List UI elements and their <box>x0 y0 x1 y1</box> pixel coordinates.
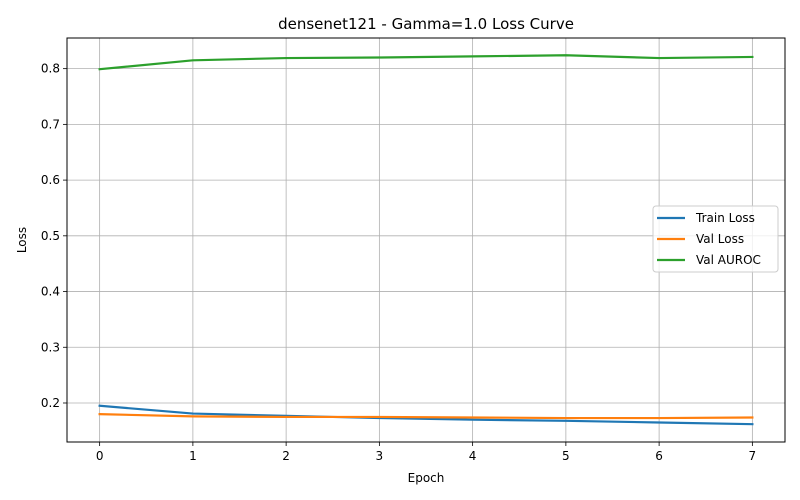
grid <box>67 38 785 442</box>
legend-label-train-loss: Train Loss <box>695 211 755 225</box>
y-tick-label: 0.7 <box>41 117 60 131</box>
x-tick-label: 1 <box>189 449 197 463</box>
y-tick-label: 0.2 <box>41 396 60 410</box>
y-tick-label: 0.6 <box>41 173 60 187</box>
legend-label-val-loss: Val Loss <box>696 232 744 246</box>
plot-frame <box>66 37 786 443</box>
y-axis-label: Loss <box>15 227 29 253</box>
series-line-train-loss <box>98 404 754 426</box>
y-axis-ticks: 0.2 0.3 0.4 0.5 0.6 0.7 0.8 <box>41 62 67 410</box>
x-tick-label: 0 <box>96 449 104 463</box>
y-tick-label: 0.5 <box>41 229 60 243</box>
x-tick-label: 5 <box>562 449 570 463</box>
x-axis-ticks: 0 1 2 3 4 5 6 7 <box>96 442 756 463</box>
x-tick-label: 6 <box>655 449 663 463</box>
x-axis-label: Epoch <box>408 471 445 485</box>
x-tick-label: 4 <box>469 449 477 463</box>
legend: Train Loss Val Loss Val AUROC <box>652 205 779 273</box>
x-tick-label: 3 <box>376 449 384 463</box>
series-line-val-loss <box>98 413 754 420</box>
chart-title: densenet121 - Gamma=1.0 Loss Curve <box>278 15 574 33</box>
y-tick-label: 0.3 <box>41 340 60 354</box>
y-tick-label: 0.8 <box>41 62 60 76</box>
series-line-val-auroc <box>98 54 754 71</box>
legend-label-val-auroc: Val AUROC <box>696 253 761 267</box>
series-lines <box>98 54 754 426</box>
x-tick-label: 7 <box>749 449 757 463</box>
x-tick-label: 2 <box>282 449 290 463</box>
legend-box <box>652 205 779 273</box>
y-tick-label: 0.4 <box>41 285 60 299</box>
